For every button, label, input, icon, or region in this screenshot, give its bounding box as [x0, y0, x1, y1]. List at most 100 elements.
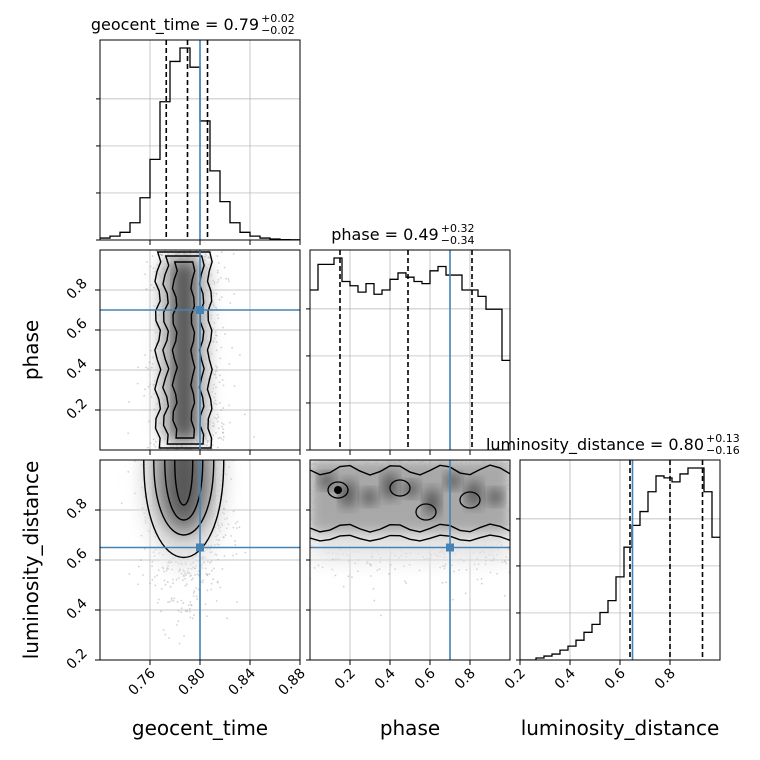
sample-point — [216, 581, 219, 584]
sample-point — [160, 254, 163, 257]
sample-point — [192, 592, 195, 594]
sample-point — [144, 521, 147, 524]
sample-point — [154, 548, 157, 551]
sample-point — [372, 587, 375, 590]
density-fill — [175, 264, 193, 436]
sample-point — [206, 439, 209, 442]
sample-point — [347, 575, 350, 578]
sample-point — [212, 305, 215, 308]
sample-point — [443, 567, 446, 570]
title-minus-phase: −0.34 — [441, 234, 475, 247]
sample-point — [220, 251, 223, 254]
sample-point — [153, 380, 156, 382]
sample-point — [215, 538, 218, 541]
sample-point — [170, 597, 173, 600]
sample-point — [180, 572, 183, 575]
sample-point — [370, 575, 372, 577]
density-fill — [362, 490, 376, 504]
sample-point — [213, 373, 216, 376]
sample-point — [216, 255, 219, 257]
sample-point — [334, 574, 337, 577]
sample-point — [202, 579, 205, 582]
contour-line — [459, 491, 481, 509]
sample-point — [215, 417, 218, 420]
sample-point — [220, 437, 223, 440]
sample-point — [404, 580, 406, 583]
contour-line — [389, 479, 411, 497]
sample-point — [238, 354, 241, 357]
phase-vs-luminosity_distance-density — [310, 460, 510, 617]
sample-point — [212, 578, 215, 581]
density-fill — [320, 474, 334, 488]
sample-point — [402, 565, 405, 567]
sample-point — [480, 577, 483, 580]
sample-point — [439, 566, 441, 569]
density-fill — [488, 490, 502, 504]
sample-point — [220, 409, 223, 412]
histogram-phase — [310, 257, 510, 362]
sample-point — [369, 563, 372, 566]
sample-point — [464, 592, 467, 595]
x-tick-label-geocent_time: 0.84 — [225, 665, 258, 698]
sample-point — [164, 633, 167, 636]
sample-point — [219, 277, 222, 279]
sample-point — [220, 346, 223, 349]
sample-point — [195, 595, 198, 598]
sample-point — [222, 431, 224, 434]
sample-point — [220, 296, 223, 299]
sample-point — [206, 574, 209, 577]
sample-point — [213, 337, 216, 340]
sample-point — [331, 568, 334, 571]
sample-point — [206, 573, 209, 576]
sample-point — [213, 424, 215, 427]
y-tick-label-phase: 0.2 — [64, 396, 91, 423]
sample-point — [218, 436, 221, 439]
x-tick-label-geocent_time: 0.88 — [275, 666, 308, 699]
sample-point — [212, 567, 215, 570]
sample-point — [219, 530, 221, 532]
sample-point — [200, 564, 203, 567]
density-peak — [334, 486, 342, 494]
sample-point — [365, 562, 368, 565]
sample-point — [212, 422, 215, 425]
sample-point — [205, 254, 208, 257]
title-minus-geocent_time: −0.02 — [261, 24, 295, 37]
sample-point — [501, 561, 504, 564]
sample-point — [149, 383, 152, 386]
contour-line — [143, 460, 225, 558]
sample-point — [215, 403, 218, 406]
hist-phase-frame — [309, 249, 511, 451]
contour-line — [310, 523, 510, 533]
sample-point — [211, 279, 214, 282]
sample-point — [480, 582, 483, 585]
sample-point — [366, 561, 369, 563]
sample-point — [127, 470, 130, 473]
sample-point — [153, 305, 156, 307]
sample-point — [157, 598, 160, 601]
contour-line — [310, 464, 510, 476]
sample-point — [196, 598, 199, 601]
sample-point — [189, 601, 192, 603]
sample-point — [317, 564, 320, 567]
sample-point — [217, 317, 220, 320]
x-tick-label-phase: 0.8 — [452, 666, 479, 693]
sample-point — [218, 262, 220, 264]
sample-point — [188, 572, 191, 575]
sample-point — [444, 563, 447, 566]
sample-point — [150, 396, 153, 398]
sample-point — [150, 349, 152, 352]
sample-point — [215, 600, 218, 602]
sample-point — [213, 281, 216, 283]
sample-point — [225, 527, 228, 530]
sample-point — [193, 614, 195, 616]
sample-point — [216, 446, 219, 449]
hist-title-luminosity_distance: luminosity_distance = 0.80 +0.13−0.16 — [486, 432, 740, 457]
sample-point — [222, 435, 225, 438]
sample-point — [216, 413, 219, 416]
sample-point — [342, 585, 345, 588]
sample-point — [376, 569, 379, 572]
sample-point — [211, 301, 214, 304]
sample-point — [408, 563, 411, 566]
sample-point — [210, 551, 213, 553]
sample-point — [184, 584, 187, 587]
